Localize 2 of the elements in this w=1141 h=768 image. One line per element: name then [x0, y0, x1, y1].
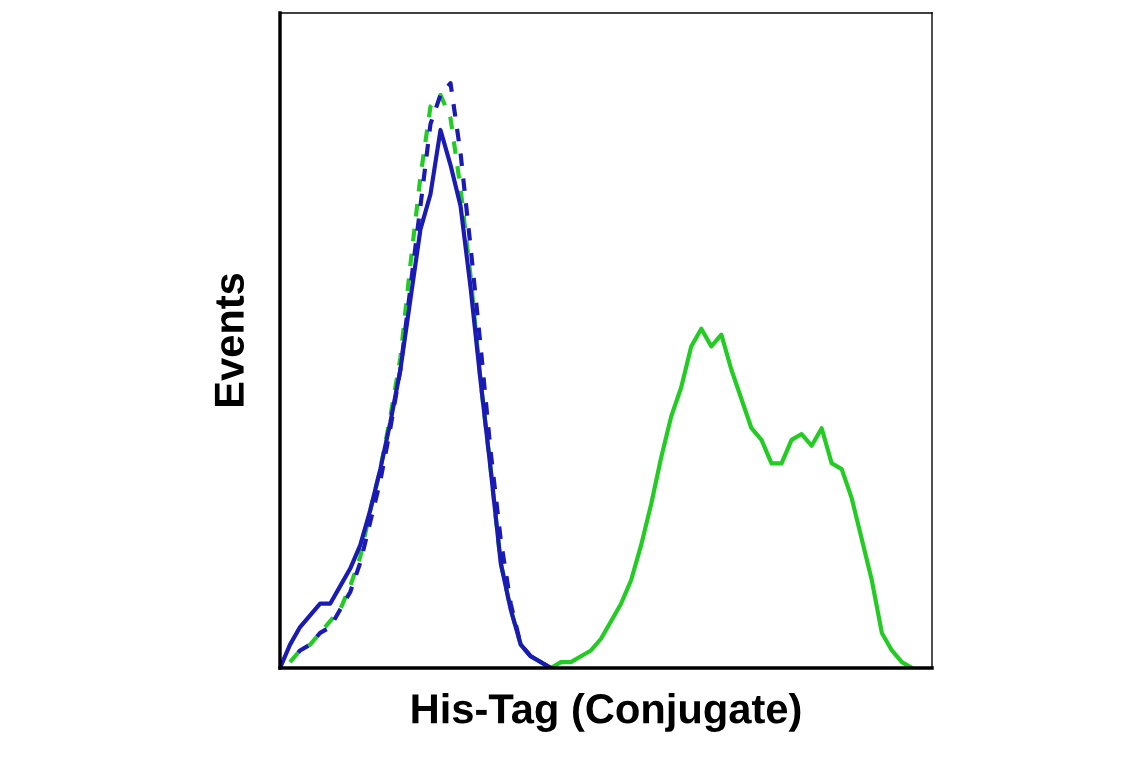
y-axis-title: Events — [214, 273, 244, 407]
x-axis-title: His-Tag (Conjugate) — [412, 693, 801, 733]
